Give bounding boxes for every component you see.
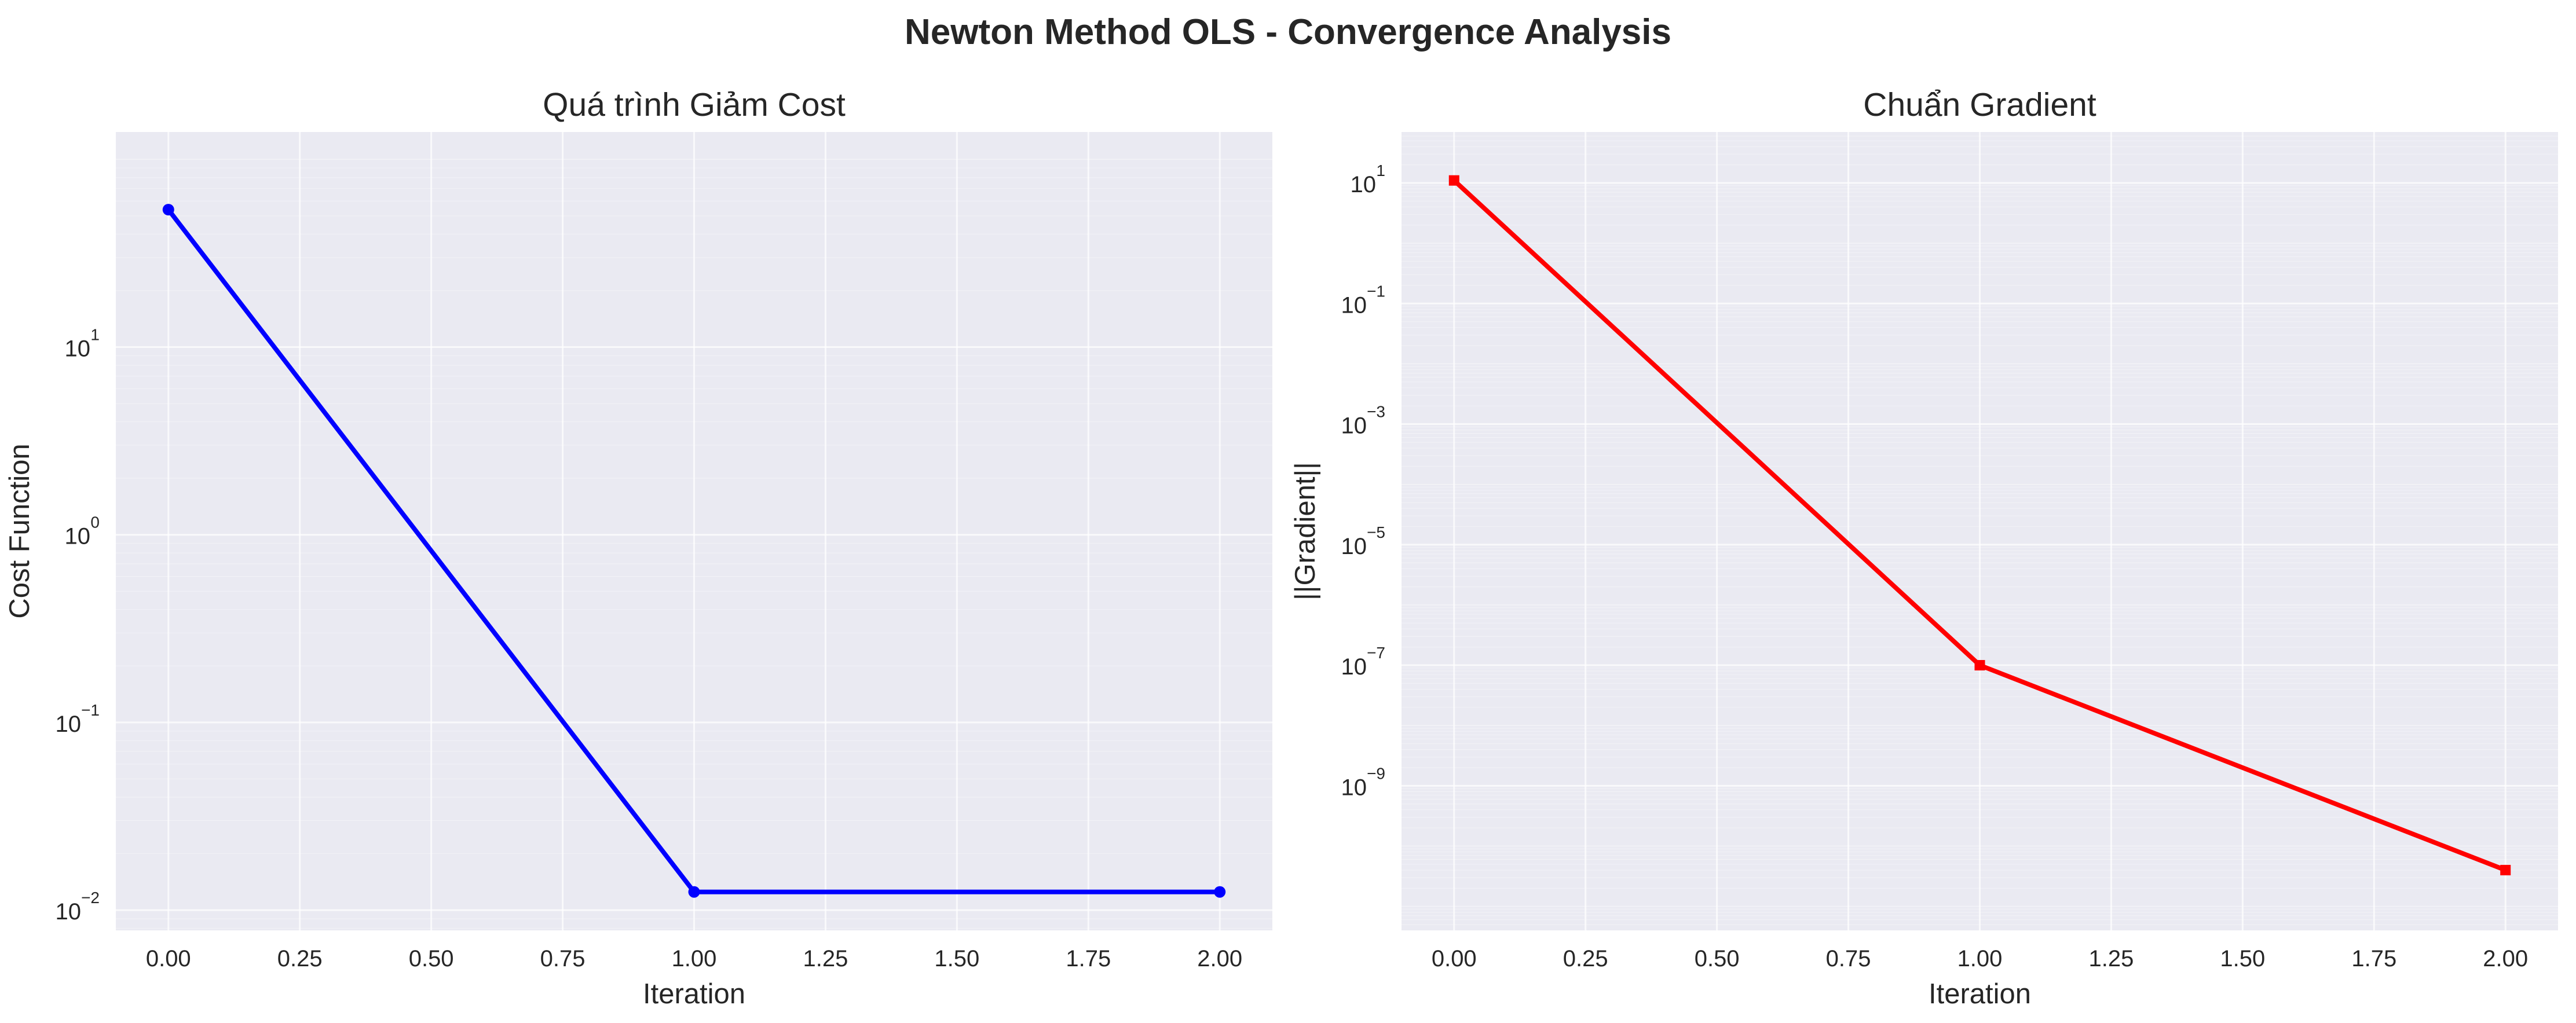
cost-data-point xyxy=(1214,886,1226,898)
y-tick-base: 10 xyxy=(1341,413,1367,439)
y-tick-base: 10 xyxy=(56,712,82,737)
y-tick-base: 10 xyxy=(65,336,91,362)
y-tick-base: 10 xyxy=(56,899,82,925)
y-tick-label: 010 xyxy=(65,514,100,549)
y-tick-base: 10 xyxy=(1341,292,1367,318)
y-tick-label: −110 xyxy=(56,701,100,737)
gradient-chart-y-axis-label: ||Gradient|| xyxy=(1290,462,1321,600)
x-tick-label: 0.50 xyxy=(1695,946,1740,971)
y-tick-label: 110 xyxy=(65,326,100,362)
x-tick-label: 1.50 xyxy=(934,946,979,971)
y-tick-label: 110 xyxy=(1351,162,1386,197)
x-tick-label: 1.00 xyxy=(672,946,717,971)
y-tick-label: −510 xyxy=(1341,523,1386,559)
y-tick-base: 10 xyxy=(1341,775,1367,800)
y-tick-base: 10 xyxy=(1341,534,1367,559)
y-tick-exponent: −3 xyxy=(1367,403,1385,421)
y-tick-exponent: 1 xyxy=(90,326,100,344)
cost-chart-title: Quá trình Giảm Cost xyxy=(543,86,846,123)
gradient-data-point xyxy=(1448,175,1459,186)
y-tick-label: −910 xyxy=(1341,764,1386,800)
x-tick-label: 2.00 xyxy=(2483,946,2528,971)
y-tick-exponent: −9 xyxy=(1367,764,1385,782)
x-tick-label: 1.75 xyxy=(1066,946,1111,971)
x-tick-label: 1.25 xyxy=(803,946,848,971)
y-tick-exponent: −7 xyxy=(1367,644,1385,662)
x-tick-label: 1.75 xyxy=(2351,946,2396,971)
y-tick-exponent: 0 xyxy=(90,514,100,531)
y-tick-base: 10 xyxy=(1351,172,1377,197)
gradient-grid xyxy=(1402,132,2558,930)
x-tick-label: 1.25 xyxy=(2089,946,2134,971)
y-tick-exponent: −5 xyxy=(1367,523,1385,541)
gradient-data-point xyxy=(2500,864,2511,875)
y-tick-label: −210 xyxy=(56,889,100,925)
x-tick-label: 2.00 xyxy=(1197,946,1242,971)
x-tick-label: 0.75 xyxy=(1826,946,1871,971)
y-tick-label: −710 xyxy=(1341,644,1386,680)
x-tick-label: 0.25 xyxy=(277,946,323,971)
x-tick-label: 1.00 xyxy=(1957,946,2003,971)
cost-data-point xyxy=(162,204,174,216)
y-tick-exponent: −1 xyxy=(1367,282,1385,300)
x-tick-label: 0.00 xyxy=(146,946,191,971)
cost-chart-y-axis-label: Cost Function xyxy=(4,443,35,618)
x-tick-label: 1.50 xyxy=(2220,946,2265,971)
gradient-chart: Chuẩn Gradient Iteration ||Gradient|| 0.… xyxy=(1290,86,2558,1010)
gradient-chart-x-axis-label: Iteration xyxy=(1929,978,2031,1010)
x-tick-label: 0.75 xyxy=(540,946,586,971)
y-tick-base: 10 xyxy=(65,524,91,549)
y-tick-label: −310 xyxy=(1341,403,1386,439)
y-tick-exponent: −2 xyxy=(81,889,100,907)
x-tick-label: 0.25 xyxy=(1563,946,1608,971)
y-tick-exponent: 1 xyxy=(1376,162,1385,179)
x-tick-label: 0.00 xyxy=(1432,946,1477,971)
gradient-chart-title: Chuẩn Gradient xyxy=(1863,86,2096,123)
gradient-data-point xyxy=(1974,660,1985,671)
cost-data-point xyxy=(688,886,700,898)
cost-grid xyxy=(116,132,1272,930)
y-tick-exponent: −1 xyxy=(81,701,100,719)
cost-chart-x-axis-label: Iteration xyxy=(643,978,745,1010)
figure-title: Newton Method OLS - Convergence Analysis xyxy=(905,12,1671,52)
y-tick-base: 10 xyxy=(1341,654,1367,680)
y-tick-label: −110 xyxy=(1341,282,1386,318)
x-tick-label: 0.50 xyxy=(409,946,454,971)
cost-chart: Quá trình Giảm Cost Iteration Cost Funct… xyxy=(4,86,1272,1010)
